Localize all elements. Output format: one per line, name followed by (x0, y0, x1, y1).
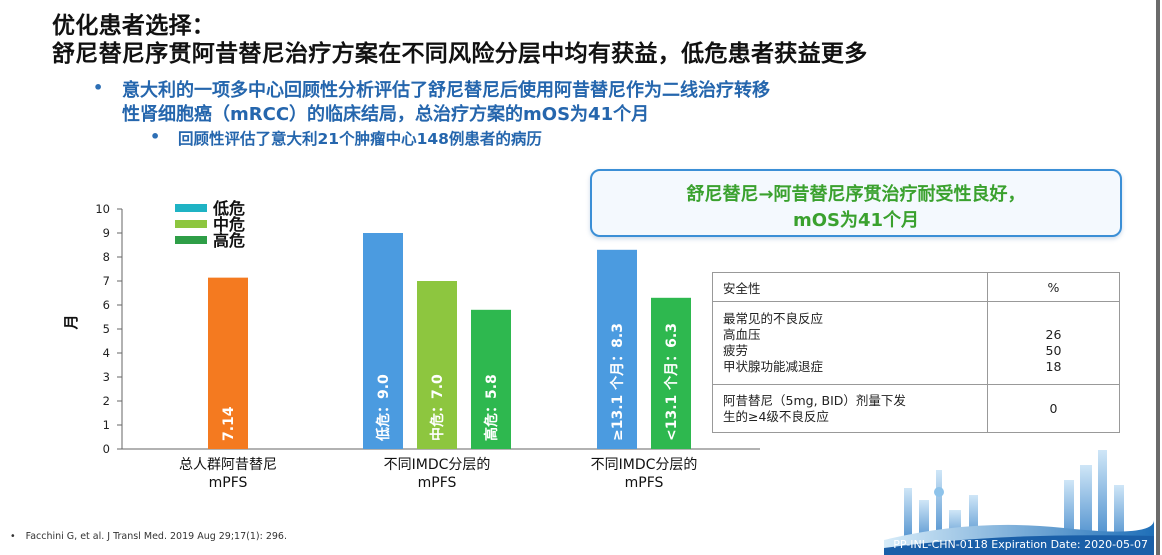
safety-table: 安全性 % 最常见的不良反应 高血压 疲劳 甲状腺功能减退症 26 50 18 … (712, 272, 1120, 433)
bar (471, 309, 511, 449)
safety-grade4-line1: 阿昔替尼（5mg, BID）剂量下发 (723, 392, 906, 408)
page-title-line2: 舒尼替尼序贯阿昔替尼治疗方案在不同风险分层中均有获益，低危患者获益更多 (52, 41, 868, 67)
legend-swatch (175, 236, 207, 244)
y-axis-label: 月 (62, 314, 80, 330)
safety-grade4-line2: 生的≥4级不良反应 (723, 408, 829, 424)
x-category-label-line2: mPFS (209, 475, 248, 491)
bar-value-label: 高危：5.8 (483, 374, 500, 441)
bar-value-label: ≥13.1 个月：8.3 (609, 323, 626, 441)
y-tick-label: 4 (103, 346, 110, 360)
safety-ae-names: 最常见的不良反应 高血压 疲劳 甲状腺功能减退症 (712, 301, 988, 385)
bar-value-label: 中危：7.0 (429, 374, 446, 441)
y-tick-label: 5 (103, 322, 110, 336)
reference-footnote: • Facchini G, et al. J Transl Med. 2019 A… (10, 531, 287, 542)
bullet-2: 回顾性评估了意大利21个肿瘤中心148例患者的病历 (178, 130, 542, 148)
legend-label: 高危 (213, 231, 245, 250)
bar (208, 277, 248, 449)
page-title-line1: 优化患者选择： (52, 13, 216, 39)
safety-ae-title: 最常见的不良反应 (723, 311, 824, 326)
y-tick-label: 7 (103, 274, 110, 288)
bar (363, 233, 403, 449)
footnote-dot: • (10, 531, 16, 542)
safety-ae-name: 高血压 (723, 327, 761, 342)
y-tick-label: 10 (95, 202, 110, 216)
safety-header-label: 安全性 (712, 272, 988, 302)
right-edge-stripe (1156, 0, 1160, 555)
legend-swatch (175, 204, 207, 212)
y-tick-label: 3 (103, 370, 110, 384)
y-tick-label: 6 (103, 298, 110, 312)
x-category-label-line2: mPFS (418, 475, 457, 491)
bar-value-label: 7.14 (221, 406, 237, 441)
x-category-label-line1: 总人群阿昔替尼 (179, 457, 277, 473)
bar-value-label: 低危：9.0 (375, 374, 392, 442)
x-category-label-line1: 不同IMDC分层的 (384, 457, 491, 473)
legend-label: 中危 (213, 215, 245, 234)
safety-ae-name: 疲劳 (723, 343, 749, 358)
callout-line2: mOS为41个月 (792, 210, 920, 231)
sub-bullet-dot: • (150, 127, 161, 146)
expiration-note: PP-INL-CHN-0118 Expiration Date: 2020-05… (893, 538, 1148, 551)
legend-swatch (175, 220, 207, 228)
callout-line1: 舒尼替尼→阿昔替尼序贯治疗耐受性良好， (686, 184, 1026, 205)
safety-grade4-value: 0 (987, 384, 1120, 433)
bullet-1-line1: 意大利的一项多中心回顾性分析评估了舒尼替尼后使用阿昔替尼作为二线治疗转移 (122, 80, 770, 101)
bar (651, 297, 691, 449)
safety-ae-name: 甲状腺功能减退症 (723, 359, 824, 374)
safety-table-header-row: 安全性 % (712, 272, 1120, 302)
y-tick-label: 2 (103, 394, 110, 408)
bar-value-label: <13.1 个月：6.3 (663, 323, 680, 441)
city-skyline-decoration (884, 450, 1154, 555)
x-category-label-line2: mPFS (625, 475, 664, 491)
safety-ae-value: 26 (1045, 327, 1062, 342)
safety-ae-values: 26 50 18 (987, 301, 1120, 385)
safety-header-percent: % (987, 272, 1120, 302)
x-category-label-line1: 不同IMDC分层的 (591, 457, 698, 473)
safety-ae-value: 50 (1045, 343, 1062, 358)
y-tick-label: 9 (103, 226, 110, 240)
callout-box: 舒尼替尼→阿昔替尼序贯治疗耐受性良好， mOS为41个月 (590, 169, 1122, 237)
bullet-dot: • (93, 78, 104, 97)
bar (417, 281, 457, 449)
y-tick-label: 1 (103, 418, 110, 432)
safety-grade4-row: 阿昔替尼（5mg, BID）剂量下发 生的≥4级不良反应 0 (712, 384, 1120, 433)
bar (597, 249, 637, 449)
bullet-1-line2: 性肾细胞癌（mRCC）的临床结局，总治疗方案的mOS为41个月 (122, 104, 650, 125)
safety-ae-value: 18 (1045, 359, 1062, 374)
legend-label: 低危 (212, 199, 245, 218)
safety-grade4-label: 阿昔替尼（5mg, BID）剂量下发 生的≥4级不良反应 (712, 384, 988, 433)
reference-text: Facchini G, et al. J Transl Med. 2019 Au… (25, 531, 287, 542)
y-tick-label: 8 (103, 250, 110, 264)
safety-ae-row: 最常见的不良反应 高血压 疲劳 甲状腺功能减退症 26 50 18 (712, 301, 1120, 385)
y-tick-label: 0 (103, 442, 110, 456)
